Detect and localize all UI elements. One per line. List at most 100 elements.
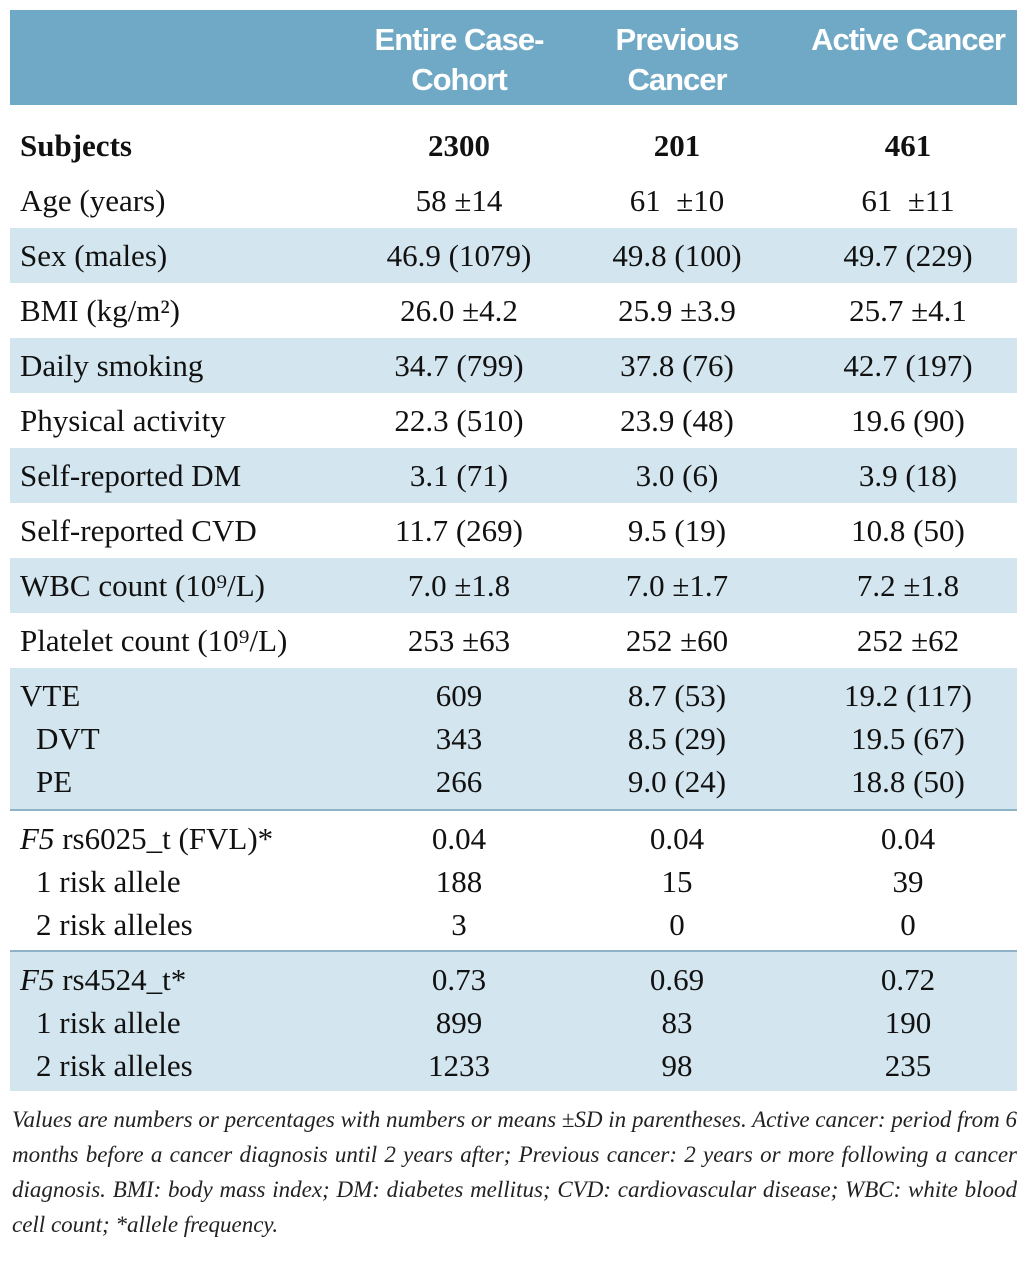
cell-value: 15 [661, 864, 693, 899]
label-text: VTE [20, 678, 81, 713]
cell-value: 899 [435, 1005, 483, 1040]
cell-value: 9.5 (19) [627, 513, 727, 548]
label-text: Self-reported CVD [20, 513, 257, 548]
row-group: Sex (males) 46.9 (1079) 49.8 (100) 49.7 (22… [10, 228, 1017, 283]
cell-value: 34.7 (799) [394, 348, 524, 383]
row-label: Physical activity [20, 399, 226, 442]
label-text: rs4524_t* [62, 962, 187, 997]
cell-value: 0 [900, 907, 916, 942]
cell-value: 26.0 ±4.2 [400, 293, 518, 328]
label-text: Daily smoking [20, 348, 204, 383]
row-group: WBC count (10⁹/L) 7.0 ±1.8 7.0 ±1.7 7.2 ±1.… [10, 558, 1017, 613]
cell-value: 49.8 (100) [612, 238, 742, 273]
label-text: WBC count (10⁹/L) [20, 568, 265, 603]
row-group: BMI (kg/m²) 26.0 ±4.2 25.9 ±3.9 25.7 ±4.1 [10, 283, 1017, 338]
cell-value: 83 [661, 1005, 693, 1040]
row-group: F5 rs6025_t (FVL)* 0.04 0.04 0.04 1 risk all… [10, 809, 1017, 950]
cell-value: 25.9 ±3.9 [618, 293, 736, 328]
row-label: F5 rs6025_t (FVL)* [20, 817, 273, 860]
cell-value: 3.0 (6) [635, 458, 719, 493]
label-text: Subjects [20, 128, 132, 163]
row-label: Age (years) [20, 179, 165, 222]
label-text: 1 risk allele [36, 1005, 181, 1040]
row-group: Age (years) 58 ±14 61 ±10 61 ±11 [10, 173, 1017, 228]
cell-value: 23.9 (48) [620, 403, 734, 438]
cell-value: 42.7 (197) [843, 348, 973, 383]
label-text: Age (years) [20, 183, 166, 218]
cell-value: 19.5 (67) [851, 721, 965, 756]
row-label: Sex (males) [20, 234, 167, 277]
label-text: Sex (males) [20, 238, 168, 273]
cell-value: 461 [884, 128, 932, 163]
row-group: F5 rs4524_t* 0.73 0.69 0.72 1 risk allele 899… [10, 950, 1017, 1091]
cell-value: 253 ±63 [407, 623, 511, 658]
row-label: Daily smoking [20, 344, 203, 387]
label-text: 2 risk alleles [36, 1048, 193, 1083]
cell-value: 58 ±14 [415, 183, 503, 218]
cell-value: 7.0 ±1.7 [625, 568, 729, 603]
cell-value: 46.9 (1079) [386, 238, 532, 273]
cell-value: 2300 [428, 128, 490, 163]
cell-value: 19.6 (90) [851, 403, 965, 438]
row-label: 1 risk allele [36, 1001, 181, 1044]
label-text: 2 risk alleles [36, 907, 193, 942]
footnote: Values are numbers or percentages with n… [12, 1107, 1017, 1237]
row-group: Self-reported DM 3.1 (71) 3.0 (6) 3.9 (18) [10, 448, 1017, 503]
label-text: BMI (kg/m²) [20, 293, 180, 328]
cell-value: 3 [451, 907, 467, 942]
cell-value: 190 [884, 1005, 932, 1040]
row-group: Physical activity 22.3 (510) 23.9 (48) 19.6… [10, 393, 1017, 448]
row-label: Subjects [20, 124, 132, 167]
label-text: PE [36, 764, 73, 799]
cell-value: 0.04 [880, 821, 936, 856]
cell-value: 7.2 ±1.8 [856, 568, 960, 603]
column-header: Previous Cancer [615, 22, 740, 97]
row-label: Platelet count (10⁹/L) [20, 619, 287, 662]
row-group: Platelet count (10⁹/L) 253 ±63 252 ±60 252 … [10, 613, 1017, 668]
cell-value: 0.73 [431, 962, 487, 997]
label-text: 1 risk allele [36, 864, 181, 899]
label-text: Physical activity [20, 403, 226, 438]
cell-value: 9.0 (24) [627, 764, 727, 799]
cell-value: 19.2 (117) [844, 678, 972, 713]
cell-value: 0.69 [649, 962, 705, 997]
cell-value: 10.8 (50) [851, 513, 965, 548]
cell-value: 252 ±62 [856, 623, 960, 658]
row-label: Self-reported CVD [20, 509, 257, 552]
cell-value: 61 ±10 [629, 183, 725, 218]
row-group: Self-reported CVD 11.7 (269) 9.5 (19) 10.8 … [10, 503, 1017, 558]
row-label: Self-reported DM [20, 454, 241, 497]
row-label: 1 risk allele [36, 860, 181, 903]
cell-value: 252 ±60 [625, 623, 729, 658]
cell-value: 3.9 (18) [858, 458, 958, 493]
cell-value: 188 [435, 864, 483, 899]
row-group: VTE 609 8.7 (53) 19.2 (117) DVT 343 8.5 (29) 19… [10, 668, 1017, 809]
row-label: VTE [20, 674, 80, 717]
cell-value: 8.5 (29) [627, 721, 727, 756]
gene-name: F5 [20, 821, 55, 856]
cell-value: 0 [669, 907, 685, 942]
cell-value: 201 [653, 128, 701, 163]
gene-name: F5 [20, 962, 55, 997]
row-label: 2 risk alleles [36, 903, 193, 946]
cell-value: 3.1 (71) [409, 458, 509, 493]
cell-value: 49.7 (229) [843, 238, 973, 273]
cell-value: 25.7 ±4.1 [849, 293, 967, 328]
cell-value: 1233 [428, 1048, 490, 1083]
cell-value: 7.0 ±1.8 [407, 568, 511, 603]
label-text: Self-reported DM [20, 458, 242, 493]
cell-value: 98 [661, 1048, 693, 1083]
cell-value: 343 [435, 721, 483, 756]
cell-value: 37.8 (76) [620, 348, 734, 383]
header-row: Entire Case-Cohort Previous Cancer Active … [10, 10, 1017, 105]
label-text: rs6025_t (FVL)* [62, 821, 274, 856]
cell-value: 266 [435, 764, 483, 799]
cell-value: 61 ±11 [861, 183, 955, 218]
column-header: Active Cancer [811, 22, 1006, 57]
row-label: BMI (kg/m²) [20, 289, 180, 332]
row-label: DVT [36, 717, 100, 760]
label-text: DVT [36, 721, 100, 756]
row-label: PE [36, 760, 72, 803]
row-label: F5 rs4524_t* [20, 958, 186, 1001]
